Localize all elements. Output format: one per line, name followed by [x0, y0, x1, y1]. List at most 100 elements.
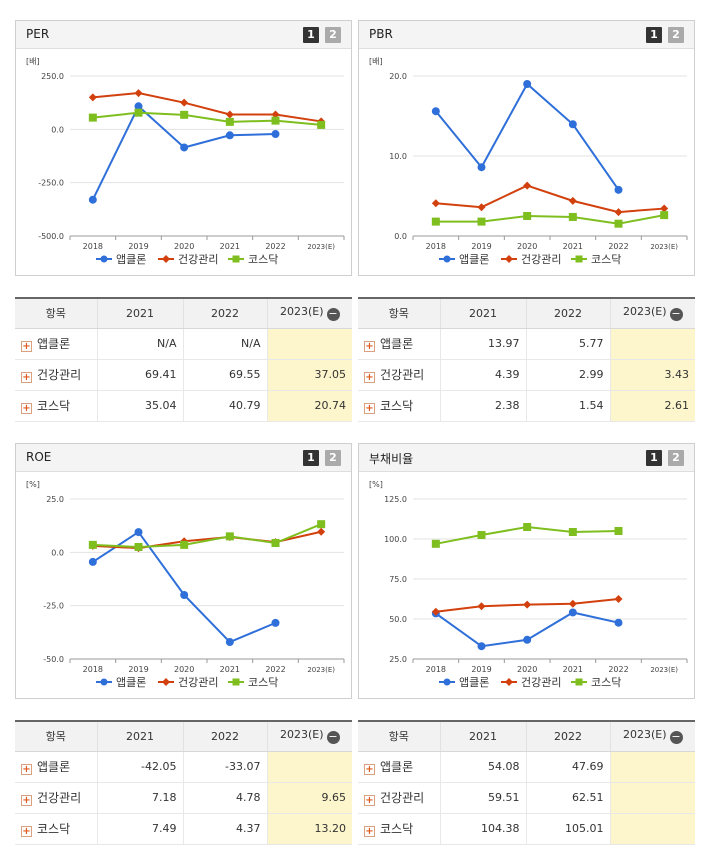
row-label[interactable]: 앱클론: [380, 760, 414, 774]
y-tick-label: 75.0: [389, 575, 407, 584]
row-label[interactable]: 건강관리: [37, 368, 82, 382]
roe-chart-panel: ROE 1 2 [%] 25.0 0.0 -25.0 -50.0 2018 2019 2020…: [15, 443, 352, 699]
plus-box-icon[interactable]: +: [21, 372, 32, 383]
row-label-cell[interactable]: + 건강관리: [358, 782, 440, 814]
row-label-cell[interactable]: + 코스닥: [15, 390, 97, 422]
data-point: [180, 591, 189, 599]
value-2022: -33.07: [182, 751, 267, 783]
row-label-cell[interactable]: + 코스닥: [15, 813, 97, 845]
row-label[interactable]: 앱클론: [37, 337, 71, 351]
col-2021: 2021: [96, 298, 183, 329]
legend-label: 앱클론: [459, 676, 489, 689]
row-label-cell[interactable]: + 앱클론: [358, 328, 440, 360]
data-point: [477, 531, 486, 539]
legend-label: 코스닥: [248, 676, 278, 689]
x-tick-label: 2020: [517, 242, 537, 251]
data-point: [523, 80, 532, 88]
data-point: [477, 642, 486, 651]
row-label[interactable]: 코스닥: [37, 399, 71, 413]
data-point: [180, 143, 189, 152]
plus-box-icon[interactable]: +: [21, 341, 32, 352]
minus-circle-icon[interactable]: −: [669, 730, 683, 745]
col-2023e: 2023(E) −: [609, 721, 695, 752]
legend-marker: [505, 255, 513, 263]
plus-box-icon[interactable]: +: [364, 764, 375, 775]
page-2-button[interactable]: 2: [668, 450, 684, 466]
y-unit-label: [배]: [26, 57, 40, 66]
debt-ratio-chart: [%]125.0 100.0 75.0 50.0 25.0 2018 2019 2020 202…: [369, 480, 688, 689]
series-line-2: [435, 214, 665, 225]
legend-label: 앱클론: [459, 253, 489, 266]
plus-box-icon[interactable]: +: [21, 403, 32, 414]
value-2023e: 13.20: [266, 813, 352, 845]
row-label-cell[interactable]: + 앱클론: [15, 328, 97, 360]
minus-circle-icon[interactable]: −: [326, 307, 340, 322]
plus-box-icon[interactable]: +: [21, 826, 32, 837]
data-point: [614, 208, 623, 217]
plus-box-icon[interactable]: +: [364, 795, 375, 806]
row-label-cell[interactable]: + 앱클론: [358, 751, 440, 783]
page-2-button[interactable]: 2: [325, 450, 341, 466]
x-tick-label: 2019: [128, 665, 148, 674]
data-point: [477, 203, 486, 212]
plus-box-icon[interactable]: +: [364, 826, 375, 837]
row-label[interactable]: 코스닥: [380, 822, 414, 836]
value-2023e: 3.43: [609, 359, 695, 391]
x-tick-label: 2019: [471, 665, 491, 674]
data-point: [88, 557, 97, 566]
plus-box-icon[interactable]: +: [364, 341, 375, 352]
page-2-button[interactable]: 2: [325, 27, 341, 43]
value-2023e: [266, 751, 352, 783]
row-label-cell[interactable]: + 앱클론: [15, 751, 97, 783]
row-label[interactable]: 코스닥: [37, 822, 71, 836]
col-2023e-label: 2023(E): [279, 728, 324, 742]
page-1-button[interactable]: 1: [303, 27, 319, 43]
page-1-button[interactable]: 1: [303, 450, 319, 466]
row-label[interactable]: 코스닥: [380, 399, 414, 413]
value-2023e: [609, 813, 695, 845]
plus-box-icon[interactable]: +: [364, 372, 375, 383]
value-2021: 13.97: [439, 328, 526, 360]
legend-label: 건강관리: [178, 676, 218, 689]
plus-box-icon[interactable]: +: [21, 795, 32, 806]
plus-box-icon[interactable]: +: [364, 403, 375, 414]
value-2022: 5.77: [525, 328, 610, 360]
value-2022: 47.69: [525, 751, 610, 783]
table-row: + 건강관리 7.18 4.78 9.65: [15, 782, 352, 814]
page-2-button[interactable]: 2: [668, 27, 684, 43]
row-label-cell[interactable]: + 건강관리: [15, 359, 97, 391]
row-label-cell[interactable]: + 코스닥: [358, 813, 440, 845]
row-label-cell[interactable]: + 건강관리: [358, 359, 440, 391]
y-tick-label: 50.0: [389, 615, 407, 624]
minus-circle-icon[interactable]: −: [669, 307, 683, 322]
data-point: [614, 526, 623, 535]
row-label[interactable]: 앱클론: [380, 337, 414, 351]
table-row: + 건강관리 4.39 2.99 3.43: [358, 359, 695, 391]
x-tick-label: 2020: [174, 665, 194, 674]
y-tick-label: 0.0: [51, 548, 64, 557]
data-point: [431, 199, 440, 208]
series-line-0: [435, 82, 620, 191]
row-label[interactable]: 건강관리: [380, 791, 425, 805]
row-label-cell[interactable]: + 건강관리: [15, 782, 97, 814]
page-1-button[interactable]: 1: [646, 450, 662, 466]
value-2021: 54.08: [439, 751, 526, 783]
value-2021: 4.39: [439, 359, 526, 391]
data-point: [660, 204, 669, 213]
legend-label: 건강관리: [178, 253, 218, 266]
row-label[interactable]: 건강관리: [37, 791, 82, 805]
table-row: + 앱클론 13.97 5.77: [358, 328, 695, 360]
x-tick-label: 2023(E): [650, 243, 678, 251]
y-tick-label: -50.0: [43, 655, 64, 664]
page-1-button[interactable]: 1: [646, 27, 662, 43]
row-label[interactable]: 앱클론: [37, 760, 71, 774]
minus-circle-icon[interactable]: −: [326, 730, 340, 745]
data-point: [317, 527, 326, 536]
value-2022: N/A: [182, 328, 267, 360]
legend-label: 코스닥: [591, 253, 621, 266]
row-label-cell[interactable]: + 코스닥: [358, 390, 440, 422]
plus-box-icon[interactable]: +: [21, 764, 32, 775]
col-2023e: 2023(E) −: [266, 721, 352, 752]
row-label[interactable]: 건강관리: [380, 368, 425, 382]
col-2021: 2021: [439, 721, 526, 752]
